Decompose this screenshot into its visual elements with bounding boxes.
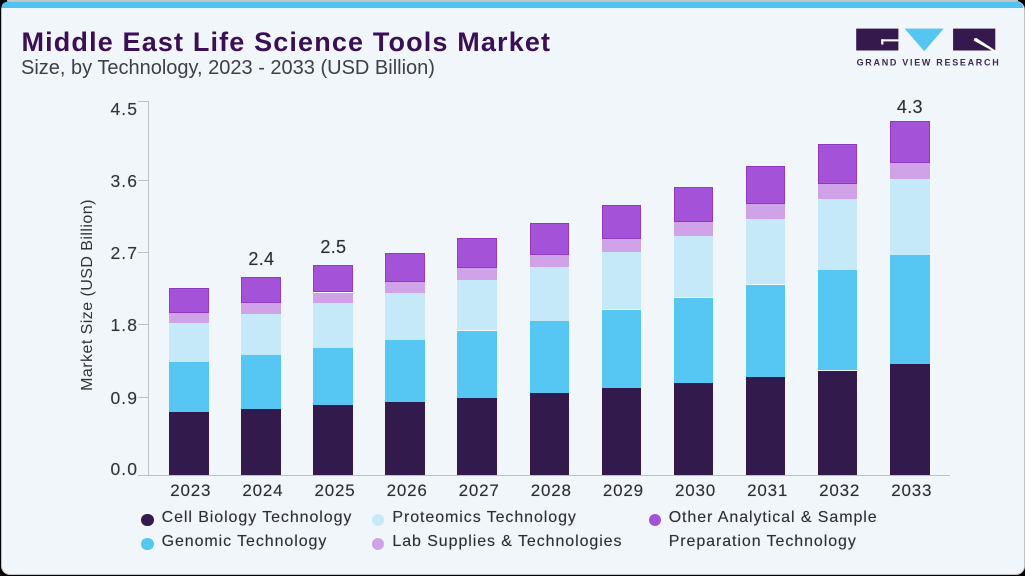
svg-text:GRAND VIEW RESEARCH: GRAND VIEW RESEARCH <box>857 58 1001 68</box>
